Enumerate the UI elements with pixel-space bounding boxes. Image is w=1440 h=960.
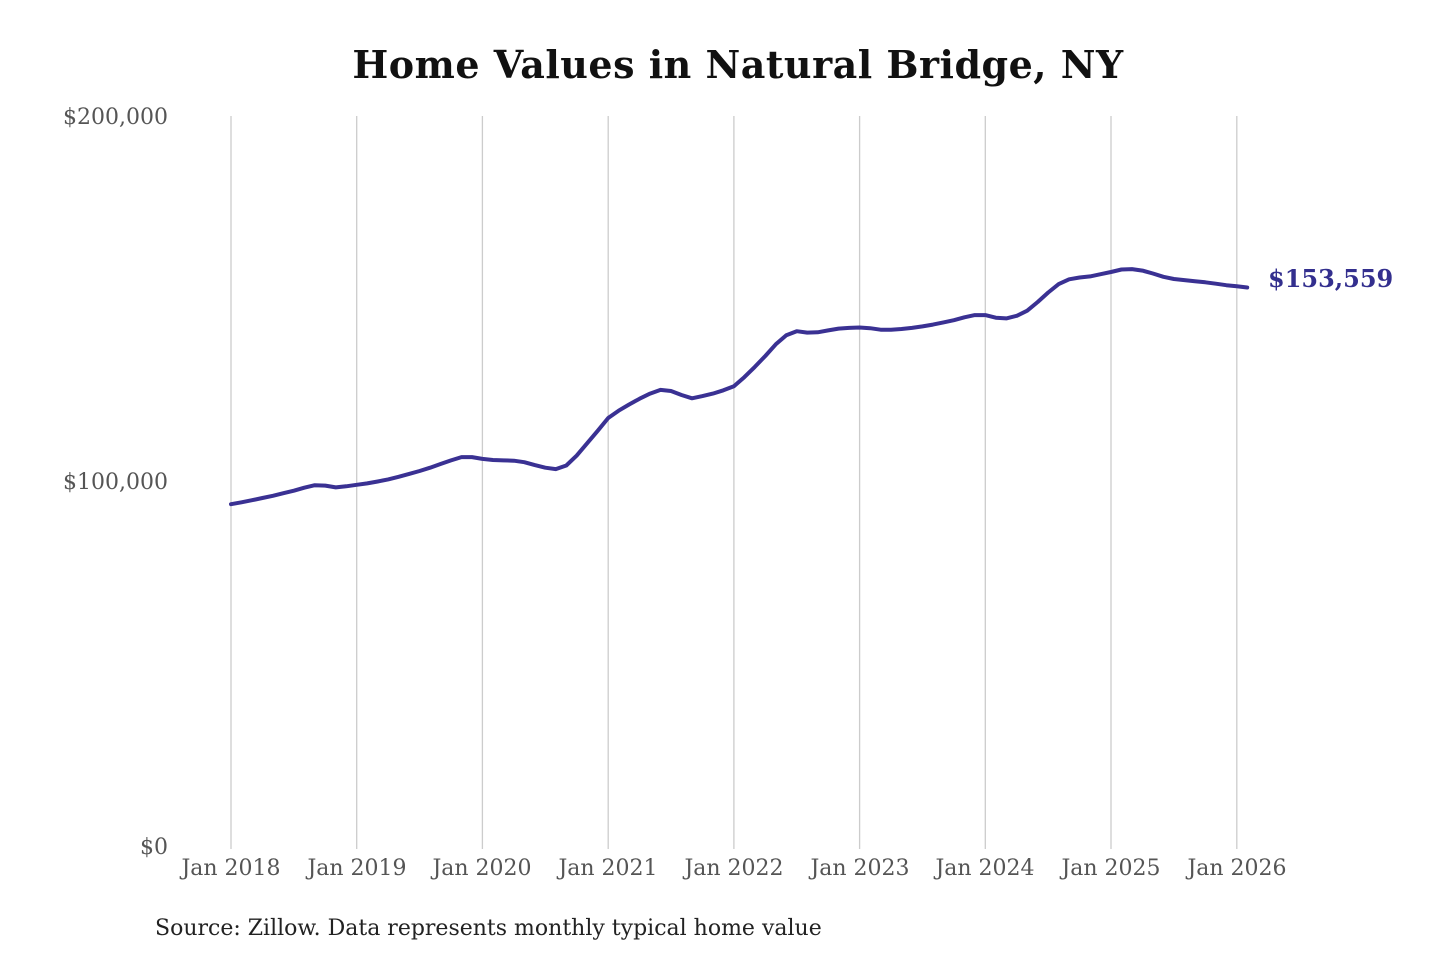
x-tick-label-jan-2022: Jan 2022 <box>684 856 784 881</box>
y-tick-label-200000: $200,000 <box>63 105 168 130</box>
x-tick-label-jan-2020: Jan 2020 <box>432 856 532 881</box>
year-gridlines <box>230 116 1238 849</box>
home-value-line <box>229 267 1250 507</box>
x-tick-label-jan-2025: Jan 2025 <box>1061 856 1161 881</box>
chart-title: Home Values in Natural Bridge, NY <box>352 42 1124 87</box>
x-tick-label-jan-2023: Jan 2023 <box>810 856 910 881</box>
source-note: Source: Zillow. Data represents monthly … <box>155 916 822 941</box>
latest-value-label: $153,559 <box>1268 264 1394 293</box>
y-tick-label-100000: $100,000 <box>63 470 168 495</box>
x-tick-label-jan-2024: Jan 2024 <box>935 856 1035 881</box>
y-tick-label-0: $0 <box>140 835 168 860</box>
x-tick-label-jan-2026: Jan 2026 <box>1187 856 1287 881</box>
x-tick-label-jan-2018: Jan 2018 <box>181 856 281 881</box>
x-tick-label-jan-2021: Jan 2021 <box>558 856 658 881</box>
x-tick-label-jan-2019: Jan 2019 <box>307 856 407 881</box>
